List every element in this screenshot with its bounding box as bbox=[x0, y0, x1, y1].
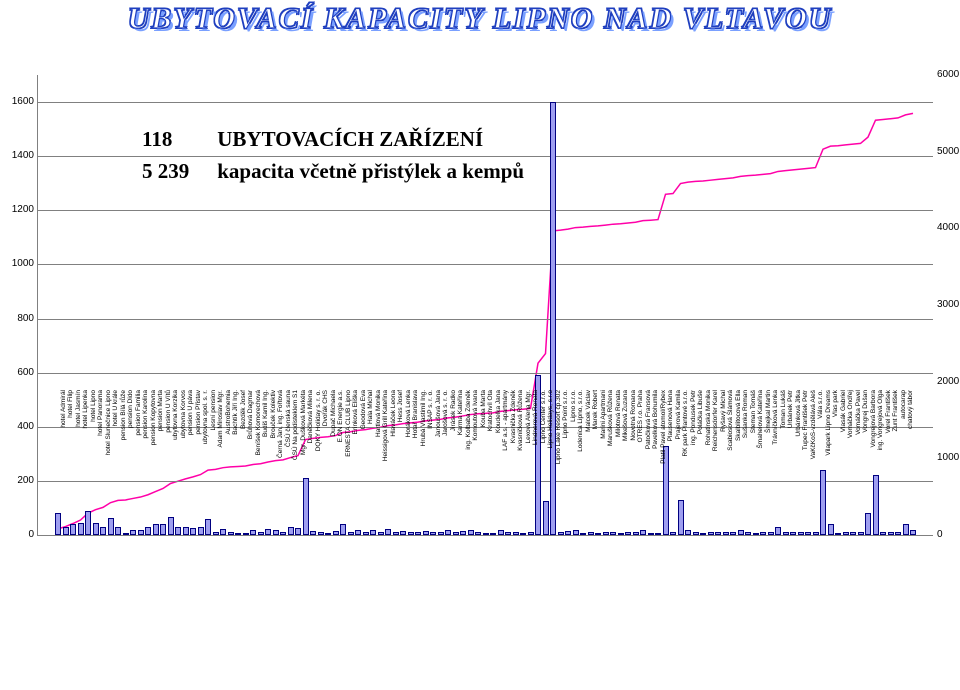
xlabel: INSAP s. r. o. bbox=[428, 390, 435, 539]
plot-area: 0200400600800100012001400160001000200030… bbox=[37, 75, 933, 536]
gridline bbox=[38, 319, 933, 320]
page-title: UBYTOVACÍ KAPACITY LIPNO NAD VLTAVOU bbox=[0, 2, 960, 36]
xlabel: Kratochvíl Ota bbox=[488, 390, 495, 539]
xlabel: Vála s.r.o. bbox=[818, 390, 825, 539]
xlabel: hotel Panorama bbox=[98, 390, 105, 539]
xlabel: Erinková Eliška bbox=[353, 390, 360, 539]
xlabel: ČSÚ Na podisteklem S1 bbox=[293, 390, 300, 539]
ytick-left: 200 bbox=[17, 476, 34, 486]
ytick-left: 1000 bbox=[12, 259, 34, 269]
xlabel: Heissigová Grill Kateřina bbox=[383, 390, 390, 539]
xlabel: hotel Lipenka bbox=[83, 390, 90, 539]
gridline bbox=[38, 210, 933, 211]
xlabel: Budiš Kamil Ing. bbox=[263, 390, 270, 539]
xlabel: ing. Vongrejová Olga bbox=[878, 390, 885, 539]
ytick-left: 0 bbox=[28, 530, 34, 540]
page-title-text: UBYTOVACÍ KAPACITY LIPNO NAD VLTAVOU bbox=[128, 2, 833, 36]
xlabel: Karma Kateřina bbox=[458, 390, 465, 539]
ytick-right: 3000 bbox=[937, 300, 959, 310]
ytick-left: 400 bbox=[17, 422, 34, 432]
xlabel: hotel Filip bbox=[68, 390, 75, 539]
xlabel: Adam Miroslav Mgr. bbox=[218, 390, 225, 539]
ytick-left: 1200 bbox=[12, 205, 34, 215]
xlabel: Jarošová s. r. o. bbox=[443, 390, 450, 539]
xlabel: Poláčka Libuše bbox=[698, 390, 705, 539]
xlabel: Tupec František Petr bbox=[803, 390, 810, 539]
xlabel: Sušanka Roman bbox=[743, 390, 750, 539]
gridline bbox=[38, 264, 933, 265]
xlabel: LAF a.s. - apartmány bbox=[503, 390, 510, 539]
xlabel: Kvasničková Růžena bbox=[518, 390, 525, 539]
xlabel: ubytovna spol. s. r. bbox=[203, 390, 210, 539]
gridline bbox=[38, 156, 933, 157]
xlabel: RK park Plantové s.r.o. bbox=[683, 390, 690, 539]
gridline bbox=[38, 102, 933, 103]
ytick-left: 600 bbox=[17, 368, 34, 378]
xlabel: hotel U krále bbox=[113, 390, 120, 539]
xlabel: Trávníčková Lenka bbox=[773, 390, 780, 539]
xlabel: Lipno Point s.r.o. bbox=[563, 390, 570, 539]
chart-area: 0200400600800100012001400160001000200030… bbox=[37, 75, 932, 690]
ytick-right: 1000 bbox=[937, 453, 959, 463]
xlabel: Vomáčka Ondřej bbox=[848, 390, 855, 539]
xlabel: Zunt František bbox=[893, 390, 900, 539]
xlabel: Hotař Branislava bbox=[413, 390, 420, 539]
ytick-right: 2000 bbox=[937, 377, 959, 387]
xlabel: Daněčková Milena bbox=[308, 390, 315, 539]
xlabel: Hess Josef bbox=[398, 390, 405, 539]
xlabel: Reichensdorfer Karel bbox=[713, 390, 720, 539]
xlabel: Urbánek Petr bbox=[788, 390, 795, 539]
xlabel: pension Karolina bbox=[143, 390, 150, 539]
xlabel: Marušková Růžena bbox=[608, 390, 615, 539]
xlabel: Marek Robert bbox=[593, 390, 600, 539]
ytick-right: 6000 bbox=[937, 70, 959, 80]
xlabel: Lindnerová Renata bbox=[533, 390, 540, 539]
xlabel: pension Dido bbox=[128, 390, 135, 539]
xlabel: E.ON Energie a.s. bbox=[338, 390, 345, 539]
xlabel: OTRES r.o. Praha bbox=[638, 390, 645, 539]
ytick-right: 4000 bbox=[937, 223, 959, 233]
xlabel: Komoutová Ivana bbox=[473, 390, 480, 539]
xlabel: Černá Jan, ing. Fořtová bbox=[278, 390, 285, 539]
ytick-left: 1600 bbox=[12, 97, 34, 107]
xlabel: Mikešová Zuzana bbox=[623, 390, 630, 539]
ytick-left: 1400 bbox=[12, 151, 34, 161]
ytick-right: 5000 bbox=[937, 147, 959, 157]
xlabel: Lodenica Lipno, s.r.o. bbox=[578, 390, 585, 539]
ytick-left: 800 bbox=[17, 314, 34, 324]
xlabel: Pavelková Bohumila bbox=[653, 390, 660, 539]
xlabel: chatový tábor bbox=[908, 390, 915, 539]
xlabel: Hala Michal bbox=[368, 390, 375, 539]
xlabel: Vongrej Dušan bbox=[863, 390, 870, 539]
xlabel: pension U páva bbox=[188, 390, 195, 539]
xlabel: Dvořák CHS bbox=[323, 390, 330, 539]
xlabel: Brůhová Dagmar bbox=[248, 390, 255, 539]
xlabel: Scabiosová Slámová bbox=[728, 390, 735, 539]
xlabel: Bachtík Jiří Ing. bbox=[233, 390, 240, 539]
xlabel: pension Marta bbox=[158, 390, 165, 539]
xlabel: ubytovna Korzika bbox=[173, 390, 180, 539]
xlabel: Plausenová Hana bbox=[668, 390, 675, 539]
xlabel: Vlas park bbox=[833, 390, 840, 539]
xlabel: Šmahelová Kateřina bbox=[758, 390, 765, 539]
gridline bbox=[38, 373, 933, 374]
ytick-right: 0 bbox=[937, 530, 943, 540]
xlabel: Lipno Holidays, s.r.o bbox=[548, 390, 555, 539]
